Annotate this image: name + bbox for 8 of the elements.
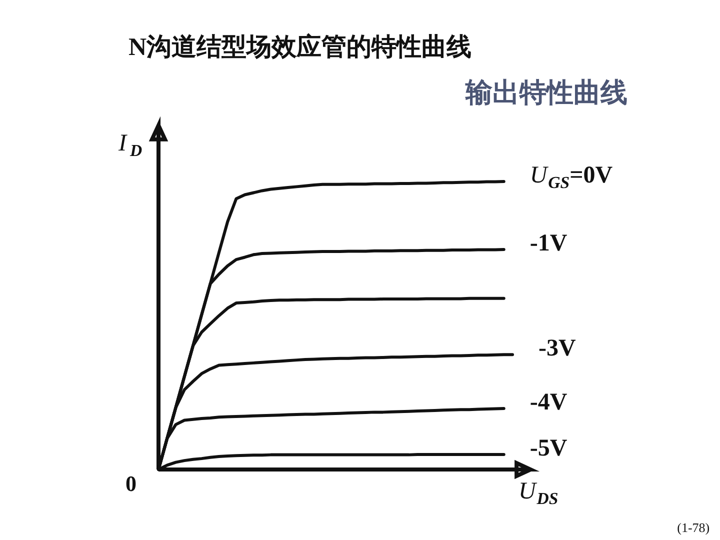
series-label: -4V [530,389,568,416]
text: 0 [125,471,136,496]
text: (1-78) [677,520,710,535]
chart-title: N沟道结型场效应管的特性曲线 [128,33,472,61]
series-label: -3V [538,336,576,362]
series-label: -5V [530,436,568,462]
series-label: -1V [530,230,568,256]
chart-subtitle: 输出特性曲线 [464,78,628,108]
